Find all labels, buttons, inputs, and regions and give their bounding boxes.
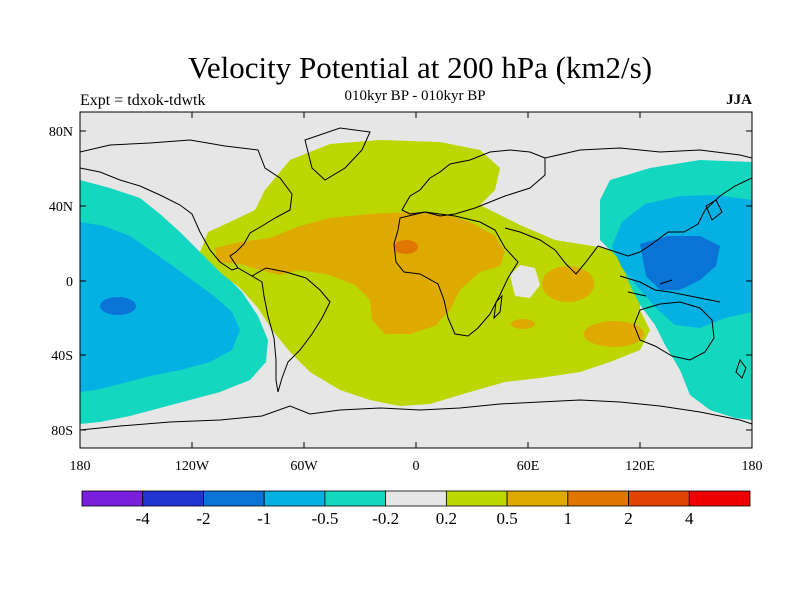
- colorbar-label: 2: [624, 509, 633, 528]
- colorbar-label: -2: [196, 509, 210, 528]
- colorbar-label: -0.2: [372, 509, 399, 528]
- contour-cyan-west-pacific: [80, 222, 240, 392]
- experiment-label: Expt = tdxok-tdwtk: [80, 92, 206, 109]
- colorbar-swatch: [628, 490, 690, 507]
- lon-tick-label: 60W: [290, 459, 318, 474]
- colorbar-swatch: [324, 490, 387, 507]
- colorbar-label: 0.5: [496, 509, 517, 528]
- coast-australia: [633, 301, 715, 361]
- colorbar: -4 -2 -1 -0.5 -0.2 0.2 0.5 1 2 4: [81, 490, 751, 528]
- colorbar-swatch: [567, 490, 629, 507]
- coast-madagascar: [493, 294, 503, 320]
- lat-tick-label: 80S: [51, 424, 73, 439]
- contour-blue-west-pacific: [100, 297, 136, 315]
- colorbar-label: -4: [136, 509, 151, 528]
- coast-south-america: [237, 267, 331, 393]
- colorbar-swatch: [142, 490, 204, 507]
- lon-tick-label: 120E: [625, 459, 655, 474]
- lon-tick-label: 180: [70, 459, 91, 474]
- colorbar-swatch: [385, 490, 447, 507]
- contour-neutral-arabian-sea: [510, 265, 540, 298]
- coast-africa: [393, 211, 519, 337]
- colorbar-label: 0.2: [436, 509, 457, 528]
- contour-orange-small: [511, 319, 535, 329]
- colorbar-swatch: [81, 490, 144, 507]
- colorbar-label: -1: [257, 509, 271, 528]
- colorbar-swatch: [263, 490, 326, 507]
- lat-tick-label: 0: [66, 275, 73, 290]
- map-subtitle: 010kyr BP - 010kyr BP: [344, 88, 486, 104]
- longitude-axis: 180 120W 60W 0 60E 120E 180: [70, 112, 763, 474]
- colorbar-swatch: [506, 490, 569, 507]
- map-title: Velocity Potential at 200 hPa (km2/s): [187, 50, 653, 85]
- colorbar-label: 1: [564, 509, 573, 528]
- coast-north-america: [80, 139, 293, 271]
- coastlines: [80, 127, 752, 431]
- lat-tick-label: 40N: [49, 200, 73, 215]
- colorbar-label: 4: [685, 509, 694, 528]
- contour-field: [80, 112, 752, 448]
- coast-indonesia: [619, 275, 721, 303]
- lon-tick-label: 60E: [517, 459, 540, 474]
- lon-tick-label: 180: [742, 459, 763, 474]
- colorbar-swatch: [445, 490, 508, 507]
- contour-orange-indian-ocean: [542, 266, 594, 302]
- lat-tick-label: 40S: [51, 349, 73, 364]
- lon-tick-label: 120W: [175, 459, 210, 474]
- coast-new-zealand: [735, 358, 747, 379]
- colorbar-swatch: [203, 490, 265, 507]
- contour-blue-east-pacific: [640, 236, 720, 290]
- coast-japan: [705, 199, 723, 221]
- coast-antarctica: [80, 399, 752, 431]
- contour-orange-australia: [584, 321, 644, 347]
- lon-tick-label: 0: [413, 459, 420, 474]
- colorbar-label: -0.5: [311, 509, 338, 528]
- season-label: JJA: [726, 92, 752, 108]
- coast-asia: [504, 147, 752, 275]
- lat-tick-label: 80N: [49, 125, 73, 140]
- colorbar-swatch: [688, 490, 751, 507]
- coast-greenland: [304, 127, 371, 181]
- latitude-axis: 80N 40N 0 40S 80S: [49, 125, 752, 439]
- contour-darkorange-africa: [394, 240, 418, 254]
- contour-orange-africa: [215, 212, 505, 334]
